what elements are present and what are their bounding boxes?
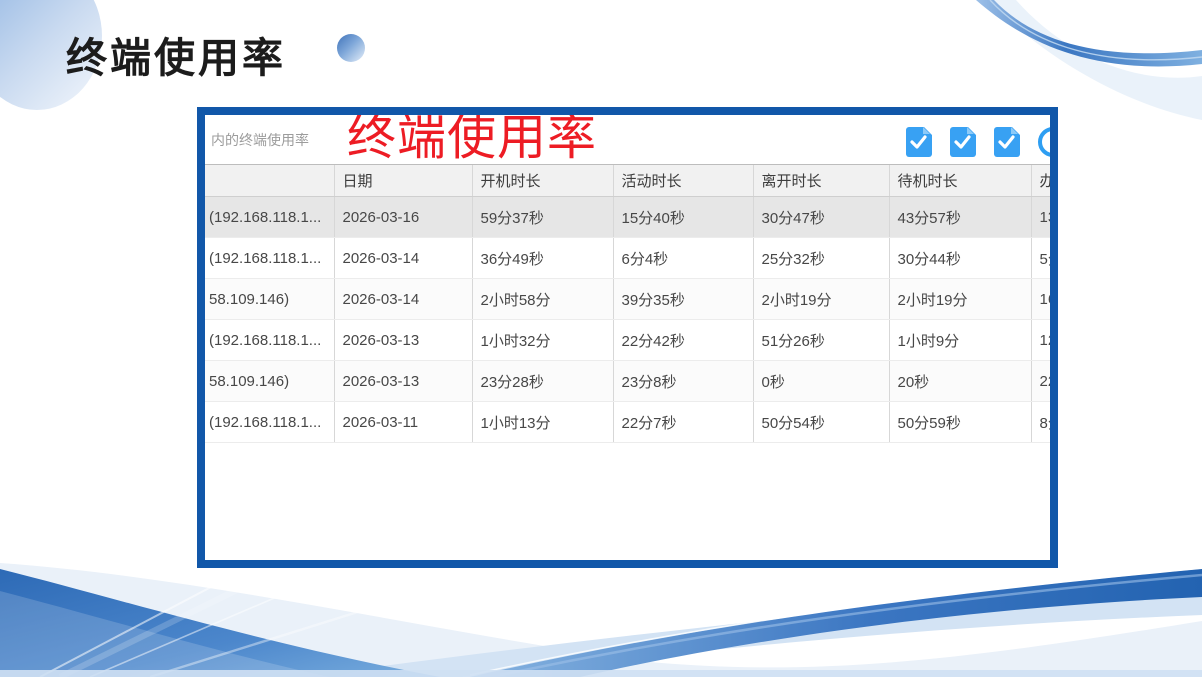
screenshot-panel: 内的终端使用率: [197, 107, 1058, 568]
cell-date: 2026-03-16: [333, 196, 472, 238]
cell-active-time: 39分35秒: [612, 278, 753, 320]
cell-host: (192.168.118.1...: [205, 401, 334, 443]
title-dot-decoration: [337, 34, 365, 62]
cell-date: 2026-03-14: [333, 237, 472, 279]
cell-boot-time: 1小时13分: [471, 401, 613, 443]
cell-standby-time: 2小时19分: [888, 278, 1031, 320]
cell-host: (192.168.118.1...: [205, 237, 334, 279]
cell-office: 16: [1030, 278, 1050, 320]
cell-date: 2026-03-11: [333, 401, 472, 443]
cell-date: 2026-03-13: [333, 360, 472, 402]
cell-boot-time: 1小时32分: [471, 319, 613, 361]
toolbar-icons: [906, 126, 1050, 157]
cell-date: 2026-03-13: [333, 319, 472, 361]
cell-active-time: 6分4秒: [612, 237, 753, 279]
cell-boot-time: 36分49秒: [471, 237, 613, 279]
table-row[interactable]: 58.109.146) 2026-03-14 2小时58分 39分35秒 2小时…: [205, 278, 1050, 320]
cell-away-time: 0秒: [752, 360, 889, 402]
cell-office: 12: [1030, 319, 1050, 361]
table-row[interactable]: (192.168.118.1... 2026-03-14 36分49秒 6分4秒…: [205, 237, 1050, 279]
cell-active-time: 22分7秒: [612, 401, 753, 443]
cell-host: 58.109.146): [205, 360, 334, 402]
cell-away-time: 25分32秒: [752, 237, 889, 279]
col-header-date: 日期: [333, 164, 472, 197]
panel-toolbar: 内的终端使用率: [205, 115, 1050, 164]
cell-office: 13: [1030, 196, 1050, 238]
cell-away-time: 50分54秒: [752, 401, 889, 443]
panel-info-text: 内的终端使用率: [211, 131, 309, 148]
cell-boot-time: 23分28秒: [471, 360, 613, 402]
cell-office: 22: [1030, 360, 1050, 402]
cell-active-time: 23分8秒: [612, 360, 753, 402]
doc-check-icon[interactable]: [994, 126, 1020, 157]
cell-host: (192.168.118.1...: [205, 319, 334, 361]
cell-office: 5分: [1030, 237, 1050, 279]
top-right-wave-decoration: [976, 0, 1202, 120]
cell-office: 8分: [1030, 401, 1050, 443]
clock-icon[interactable]: [1038, 126, 1050, 157]
slide-title: 终端使用率: [66, 35, 286, 81]
cell-standby-time: 30分44秒: [888, 237, 1031, 279]
col-header-standby-time: 待机时长: [888, 164, 1031, 197]
cell-boot-time: 59分37秒: [471, 196, 613, 238]
usage-table: 日期 开机时长 活动时长 离开时长 待机时长 办 (192.168.118.1.…: [205, 164, 1050, 443]
cell-away-time: 2小时19分: [752, 278, 889, 320]
cell-host: (192.168.118.1...: [205, 196, 334, 238]
table-row[interactable]: 58.109.146) 2026-03-13 23分28秒 23分8秒 0秒 2…: [205, 360, 1050, 402]
col-header-active-time: 活动时长: [612, 164, 753, 197]
col-header-boot-time: 开机时长: [471, 164, 613, 197]
cell-standby-time: 43分57秒: [888, 196, 1031, 238]
bottom-wave-decoration: [0, 563, 1202, 677]
cell-away-time: 51分26秒: [752, 319, 889, 361]
cell-boot-time: 2小时58分: [471, 278, 613, 320]
table-header-row: 日期 开机时长 活动时长 离开时长 待机时长 办: [205, 164, 1050, 197]
table-row[interactable]: (192.168.118.1... 2026-03-11 1小时13分 22分7…: [205, 401, 1050, 443]
doc-check-icon[interactable]: [906, 126, 932, 157]
col-header-office: 办: [1030, 164, 1050, 197]
cell-away-time: 30分47秒: [752, 196, 889, 238]
cell-active-time: 15分40秒: [612, 196, 753, 238]
cell-date: 2026-03-14: [333, 278, 472, 320]
cell-standby-time: 1小时9分: [888, 319, 1031, 361]
table-row[interactable]: (192.168.118.1... 2026-03-16 59分37秒 15分4…: [205, 196, 1050, 238]
doc-check-icon[interactable]: [950, 126, 976, 157]
cell-active-time: 22分42秒: [612, 319, 753, 361]
cell-standby-time: 20秒: [888, 360, 1031, 402]
table-row[interactable]: (192.168.118.1... 2026-03-13 1小时32分 22分4…: [205, 319, 1050, 361]
col-header-host: [205, 164, 334, 197]
cell-standby-time: 50分59秒: [888, 401, 1031, 443]
col-header-away-time: 离开时长: [752, 164, 889, 197]
cell-host: 58.109.146): [205, 278, 334, 320]
